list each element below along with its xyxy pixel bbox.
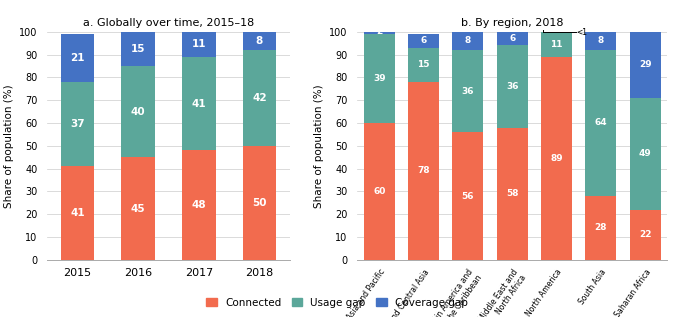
Text: 8: 8 <box>598 36 604 45</box>
Text: 11: 11 <box>191 39 206 49</box>
Text: 6: 6 <box>421 36 427 45</box>
Bar <box>121 66 155 157</box>
Text: 29: 29 <box>639 60 652 69</box>
Text: 56: 56 <box>462 191 474 201</box>
Text: <1: <1 <box>576 28 588 37</box>
Text: 49: 49 <box>639 149 652 158</box>
Text: 40: 40 <box>131 107 146 117</box>
Bar <box>61 82 94 166</box>
Text: 15: 15 <box>417 60 430 69</box>
Bar <box>182 57 216 150</box>
Title: a. Globally over time, 2015–18: a. Globally over time, 2015–18 <box>83 18 254 28</box>
Text: 8: 8 <box>465 36 471 45</box>
Bar <box>364 29 395 34</box>
Bar <box>541 57 572 260</box>
Bar <box>452 50 483 132</box>
Bar <box>364 34 395 123</box>
Text: 36: 36 <box>506 82 518 91</box>
Text: 60: 60 <box>373 187 386 196</box>
Bar <box>630 32 661 98</box>
Bar <box>121 32 155 66</box>
Text: 37: 37 <box>70 119 85 129</box>
Bar <box>630 98 661 210</box>
Text: 41: 41 <box>70 208 85 218</box>
Bar <box>630 210 661 260</box>
Text: 28: 28 <box>594 223 607 232</box>
Bar <box>408 48 439 82</box>
Bar <box>585 32 616 50</box>
Bar <box>452 32 483 50</box>
Bar <box>243 146 276 260</box>
Text: 89: 89 <box>550 154 563 163</box>
Text: 78: 78 <box>417 166 430 175</box>
Bar <box>121 157 155 260</box>
Text: 15: 15 <box>131 44 146 54</box>
Text: 42: 42 <box>252 93 267 103</box>
Bar <box>541 32 572 57</box>
Text: 50: 50 <box>252 198 267 208</box>
Bar <box>364 123 395 260</box>
Text: 6: 6 <box>509 34 516 43</box>
Text: 2: 2 <box>376 27 382 36</box>
Text: 22: 22 <box>639 230 651 239</box>
Text: 39: 39 <box>373 74 386 83</box>
Bar <box>497 45 528 127</box>
Bar <box>408 82 439 260</box>
Bar <box>61 166 94 260</box>
Bar <box>61 34 94 82</box>
Bar <box>497 32 528 45</box>
Text: 58: 58 <box>506 189 518 198</box>
Bar <box>452 132 483 260</box>
Bar <box>243 32 276 50</box>
Text: 8: 8 <box>256 36 263 46</box>
Y-axis label: Share of population (%): Share of population (%) <box>313 84 324 208</box>
Legend: Connected, Usage gap, Coverage gap: Connected, Usage gap, Coverage gap <box>202 294 472 312</box>
Y-axis label: Share of population (%): Share of population (%) <box>3 84 13 208</box>
Bar <box>585 196 616 260</box>
Bar <box>243 50 276 146</box>
Text: 41: 41 <box>191 99 206 109</box>
Text: 45: 45 <box>131 204 146 214</box>
Text: 64: 64 <box>594 119 607 127</box>
Bar <box>182 32 216 57</box>
Text: 48: 48 <box>191 200 206 210</box>
Text: 36: 36 <box>462 87 474 95</box>
Text: 21: 21 <box>70 53 85 63</box>
Bar <box>497 127 528 260</box>
Bar <box>408 34 439 48</box>
Bar <box>585 50 616 196</box>
Title: b. By region, 2018: b. By region, 2018 <box>461 18 563 28</box>
Text: 11: 11 <box>550 40 563 49</box>
Bar <box>182 150 216 260</box>
